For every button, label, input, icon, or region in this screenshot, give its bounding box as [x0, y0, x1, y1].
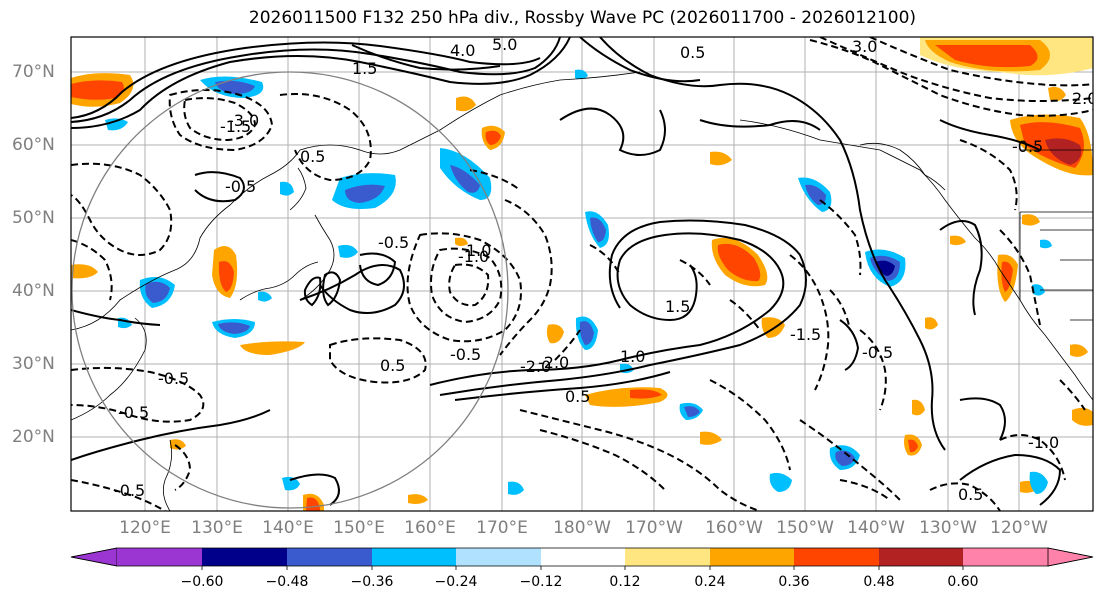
colorbar-swatch — [794, 548, 879, 566]
contour-labels: 4.0 5.0 0.5 1.5 3.0 2.0 1.0 -0.5 -1.0 -1… — [114, 35, 1097, 504]
contour-label: 2.0 — [1072, 89, 1097, 108]
contour-label: 0.5 — [958, 485, 983, 504]
longitude-label: 150°W — [776, 518, 834, 538]
colorbar-swatch — [202, 548, 287, 566]
contour-label: -0.5 — [450, 345, 481, 364]
longitude-label: 130°W — [919, 518, 977, 538]
longitude-label: 160°E — [404, 518, 456, 538]
longitude-label: 170°W — [625, 518, 683, 538]
colorbar — [70, 547, 1094, 570]
longitude-label: 150°E — [333, 518, 385, 538]
coastlines — [71, 71, 1093, 511]
longitude-label: 170°E — [476, 518, 528, 538]
contour-label: -1.5 — [790, 325, 821, 344]
latitude-label: 20°N — [12, 427, 55, 447]
contour-label: -0.5 — [114, 481, 145, 500]
latitude-label: 50°N — [12, 208, 55, 228]
contour-label: 0.5 — [380, 356, 405, 375]
longitude-label: 140°W — [847, 518, 905, 538]
contour-label: -3.0 — [228, 111, 259, 130]
graticule — [71, 37, 1093, 511]
longitude-label: 120°E — [119, 518, 171, 538]
plot-frame — [70, 36, 1094, 512]
colorbar-tick-label: −0.60 — [180, 574, 224, 590]
contour-label: 0.5 — [680, 43, 705, 62]
latitude-label: 70°N — [12, 62, 55, 82]
longitude-label: 180°W — [553, 518, 611, 538]
colorbar-swatch — [372, 548, 456, 566]
contour-label: -2.0 — [520, 357, 551, 376]
colorbar-outline — [70, 547, 1094, 567]
colorbar-swatch — [879, 548, 963, 566]
colorbar-tick-label: −0.36 — [350, 574, 394, 590]
longitude-label: 140°E — [262, 518, 314, 538]
longitude-label: 120°W — [990, 518, 1048, 538]
contour-label: 0.5 — [565, 387, 590, 406]
colorbar-extend-min — [70, 547, 118, 567]
colorbar-swatch — [456, 548, 541, 566]
contour-label: -1.0 — [1028, 433, 1059, 452]
colorbar-swatch — [287, 548, 372, 566]
colorbar-swatch — [117, 548, 202, 566]
contour-label: 1.5 — [352, 59, 377, 78]
longitude-label: 160°W — [705, 518, 763, 538]
contour-label: 5.0 — [492, 35, 517, 54]
colorbar-tick-label: −0.48 — [265, 574, 309, 590]
colorbar-tick-label: −0.12 — [519, 574, 563, 590]
negative-contours — [71, 37, 1093, 511]
latitude-label: 40°N — [12, 281, 55, 301]
contour-label: 1.0 — [620, 347, 645, 366]
contour-label: -1.0 — [458, 247, 489, 266]
contour-label: 3.0 — [852, 37, 877, 56]
contour-label: -0.5 — [158, 369, 189, 388]
positive-contours — [71, 37, 1062, 506]
colorbar-swatch — [541, 548, 625, 566]
contour-label: 1.5 — [665, 297, 690, 316]
contour-label: -2.0 — [538, 353, 569, 372]
map-title: 2026011500 F132 250 hPa div., Rossby Wav… — [248, 8, 917, 28]
colorbar-swatch — [710, 548, 794, 566]
contour-label: -0.5 — [1012, 137, 1043, 156]
colorbar-swatch — [625, 548, 710, 566]
contour-label: 1.0 — [466, 241, 491, 260]
range-circle — [71, 71, 509, 509]
contour-label: -0.5 — [862, 343, 893, 362]
colorbar-tick-label: 0.12 — [609, 574, 641, 590]
colorbar-tick-label: 0.24 — [694, 574, 726, 590]
colorbar-tick-label: −0.24 — [434, 574, 478, 590]
colorbar-tick-label: 0.48 — [863, 574, 895, 590]
colorbar-tick-label: 0.36 — [778, 574, 810, 590]
contour-label: 4.0 — [450, 41, 475, 60]
latitude-label: 30°N — [12, 354, 55, 374]
colorbar-swatch — [963, 548, 1048, 566]
contour-label: -1.5 — [220, 117, 251, 136]
contour-label: -0.5 — [225, 177, 256, 196]
longitude-label: 130°E — [191, 518, 243, 538]
colorbar-ticks — [201, 566, 964, 570]
contour-label: -0.5 — [378, 233, 409, 252]
colorbar-tick-label: 0.60 — [947, 574, 979, 590]
colorbar-extend-max — [1047, 547, 1094, 567]
latitude-label: 60°N — [12, 135, 55, 155]
contour-label: -0.5 — [118, 403, 149, 422]
contour-label: 0.5 — [300, 147, 325, 166]
